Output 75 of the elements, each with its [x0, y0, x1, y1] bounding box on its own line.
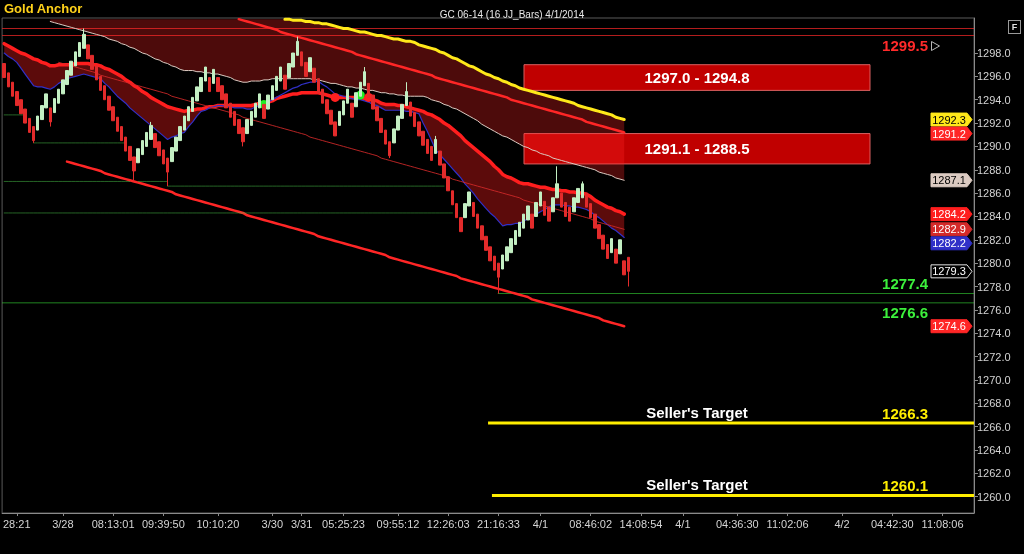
y-tick-label: 1274.0	[977, 327, 1011, 340]
band-label: 1297.0 - 1294.8	[644, 69, 750, 87]
x-tick-label: 04:36:30	[715, 517, 759, 530]
y-tick-label: 1282.0	[977, 233, 1011, 246]
x-tick-label: 28:21	[3, 517, 31, 530]
line-series	[65, 160, 626, 328]
ref-line-label: 1277.4	[882, 275, 929, 293]
candlestick	[614, 248, 618, 264]
x-tick-label: 21:16:33	[477, 517, 520, 530]
y-tick-label: 1278.0	[977, 280, 1011, 293]
y-tick-label: 1268.0	[977, 397, 1011, 410]
y-tick-label: 1290.0	[977, 140, 1011, 153]
line-series	[58, 61, 625, 230]
x-tick-label: 04:42:30	[870, 517, 914, 530]
x-tick-label: 11:08:06	[921, 517, 964, 530]
y-tick-label: 1296.0	[977, 70, 1011, 83]
candlestick	[49, 107, 52, 128]
x-tick-label: 11:02:06	[766, 517, 809, 530]
x-tick-label: 3/28	[52, 517, 74, 530]
ref-line-label: 1266.3	[882, 404, 928, 422]
x-tick-label: 4/1	[532, 517, 549, 530]
annotation: 1287.1	[932, 174, 966, 187]
y-tick-label: 1264.0	[977, 443, 1011, 456]
candlestick	[283, 74, 287, 90]
x-tick-label: 4/2	[834, 517, 850, 530]
y-tick-label: 1292.0	[977, 117, 1011, 130]
candlestick	[530, 213, 534, 229]
annotation: 1282.2	[932, 237, 966, 250]
annotation: 1282.9	[932, 223, 966, 236]
y-tick-label: 1288.0	[977, 163, 1011, 176]
candlestick	[308, 57, 312, 73]
annotation: 1291.2	[932, 127, 966, 140]
x-tick-label: 3/30	[261, 517, 284, 530]
x-tick-label: 08:13:01	[91, 517, 135, 530]
candlestick	[618, 239, 622, 255]
candlestick	[610, 238, 613, 254]
y-tick-label: 1272.0	[977, 350, 1011, 363]
annotation: 1274.6	[932, 320, 966, 333]
ref-line-label: 1299.5	[882, 37, 928, 55]
candlestick	[434, 135, 437, 154]
x-tick-label: 3/31	[290, 517, 313, 530]
annotation: Seller's Target	[646, 404, 748, 422]
annotation: 1284.2	[932, 208, 966, 221]
y-tick-label: 1270.0	[977, 373, 1011, 386]
x-tick-label: 4/1	[675, 517, 691, 530]
x-tick-label: 08:46:02	[569, 517, 613, 530]
text: Gold Anchor	[4, 1, 83, 16]
y-tick-label: 1262.0	[977, 467, 1011, 480]
candlestick	[350, 102, 354, 118]
band-label: 1291.1 - 1288.5	[644, 140, 750, 158]
x-tick-label: 14:08:54	[619, 517, 663, 530]
annotation: 1292.3	[932, 113, 966, 126]
chart-title: GC 06-14 (16 JJ_Bars) 4/1/2014	[439, 8, 585, 20]
y-tick-label: 1286.0	[977, 187, 1011, 200]
x-tick-label: 09:39:50	[141, 517, 185, 530]
y-tick-label: 1280.0	[977, 257, 1011, 270]
ref-line-label: 1276.6	[882, 304, 928, 322]
candlestick	[262, 103, 266, 119]
candlestick	[208, 77, 211, 93]
y-tick-label: 1276.0	[977, 303, 1011, 316]
y-tick-label: 1260.0	[977, 490, 1011, 503]
y-tick-label: 1266.0	[977, 420, 1011, 433]
candlestick	[568, 206, 571, 222]
x-tick-label: 12:26:03	[426, 517, 470, 530]
x-tick-label: 05:25:23	[322, 517, 365, 530]
x-tick-label: 09:55:12	[376, 517, 420, 530]
x-tick-label: 10:10:20	[196, 517, 240, 530]
f-button: F	[1008, 20, 1021, 34]
y-tick-label: 1294.0	[977, 93, 1011, 106]
y-tick-label: 1298.0	[977, 47, 1011, 60]
annotation: 1279.3	[932, 265, 966, 278]
candlestick	[212, 68, 215, 84]
annotation: Seller's Target	[646, 476, 748, 494]
ref-line-label: 1260.1	[882, 476, 928, 494]
y-tick-label: 1284.0	[977, 210, 1011, 223]
